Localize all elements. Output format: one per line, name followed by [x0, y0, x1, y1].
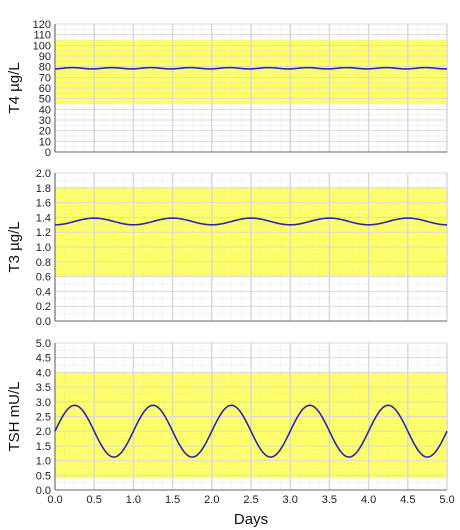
y-tick-label: 1.4 [36, 212, 51, 224]
y-tick-label: 4.5 [36, 353, 51, 365]
x-tick-label: 4.5 [400, 494, 415, 506]
y-tick-label: 2.0 [36, 168, 51, 180]
x-tick-label: 3.5 [322, 494, 337, 506]
y-tick-label: 100 [33, 40, 51, 52]
x-tick-label: 0.5 [87, 494, 102, 506]
panel-2: 0.0 0.5 1.0 1.5 2.0 2.5 3.0 3.5 4.0 4.5 5.0 TSH mU/… [6, 338, 448, 497]
x-tick-label: 1.5 [165, 494, 180, 506]
y-axis-label: T4 µg/L [6, 62, 23, 113]
y-tick-label: 0.0 [36, 485, 51, 497]
y-tick-label: 2.0 [36, 426, 51, 438]
y-tick-label: 1.6 [36, 198, 51, 210]
x-tick-label: 2.5 [243, 494, 258, 506]
series-line [54, 217, 448, 226]
y-tick-label: 3.5 [36, 382, 51, 394]
y-tick-label: 40 [39, 104, 51, 116]
y-tick-label: 60 [39, 83, 51, 95]
x-tick-label: 2.0 [204, 494, 219, 506]
x-tick-label: 5.0 [439, 494, 454, 506]
y-tick-label: 90 [39, 51, 51, 63]
y-tick-label: 0.8 [36, 257, 51, 269]
y-axis-label: TSH mU/L [6, 381, 23, 451]
y-tick-label: 4.0 [36, 367, 51, 379]
y-tick-label: 1.8 [36, 183, 51, 195]
y-tick-label: 1.2 [36, 227, 51, 239]
series-line [54, 404, 448, 458]
y-tick-label: 0.5 [36, 470, 51, 482]
y-tick-label: 1.0 [36, 242, 51, 254]
x-axis-label: Days [234, 511, 268, 528]
y-tick-label: 10 [39, 136, 51, 148]
y-axis-label: T3 µg/L [6, 221, 23, 272]
y-tick-label: 70 [39, 72, 51, 84]
y-tick-label: 5.0 [36, 338, 51, 350]
y-tick-label: 0.4 [36, 286, 51, 298]
y-tick-label: 30 [39, 115, 51, 127]
y-tick-label: 2.5 [36, 412, 51, 424]
y-tick-label: 3.0 [36, 397, 51, 409]
y-tick-label: 0 [45, 147, 51, 159]
series-line [54, 66, 448, 70]
x-tick-label: 3.0 [283, 494, 298, 506]
y-tick-label: 0.6 [36, 272, 51, 284]
panel-1: 0.0 0.2 0.4 0.6 0.8 1.0 1.2 1.4 1.6 1.8 2.0 T3 µg/L [6, 168, 448, 328]
x-tick-label: 1.0 [126, 494, 141, 506]
y-tick-label: 110 [33, 30, 51, 42]
y-tick-label: 0.2 [36, 301, 51, 313]
y-tick-label: 1.0 [36, 456, 51, 468]
y-tick-label: 0.0 [36, 316, 51, 328]
x-tick-label: 4.0 [361, 494, 376, 506]
y-tick-label: 80 [39, 62, 51, 74]
y-tick-label: 120 [33, 19, 51, 31]
y-tick-label: 20 [39, 126, 51, 138]
x-tick-label: 0.0 [47, 494, 62, 506]
y-tick-label: 50 [39, 94, 51, 106]
y-tick-label: 1.5 [36, 441, 51, 453]
